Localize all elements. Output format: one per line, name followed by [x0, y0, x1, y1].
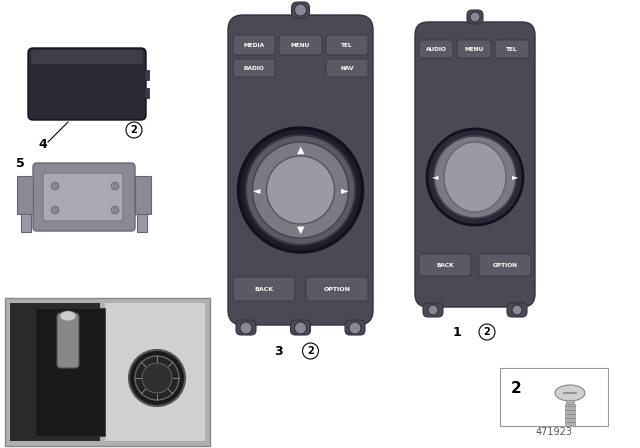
FancyBboxPatch shape: [507, 303, 527, 317]
Circle shape: [246, 135, 355, 245]
FancyBboxPatch shape: [457, 40, 491, 58]
Text: MENU: MENU: [464, 47, 484, 52]
Bar: [144, 70, 149, 80]
Bar: [566, 400, 574, 404]
Circle shape: [51, 206, 59, 214]
Circle shape: [303, 343, 319, 359]
FancyBboxPatch shape: [419, 40, 453, 58]
Circle shape: [470, 12, 480, 22]
Text: OPTION: OPTION: [493, 263, 518, 267]
Text: 5: 5: [15, 156, 24, 169]
FancyBboxPatch shape: [233, 35, 275, 55]
FancyBboxPatch shape: [28, 48, 146, 120]
FancyBboxPatch shape: [33, 163, 135, 231]
Text: RADIO: RADIO: [244, 65, 264, 70]
Bar: [35, 308, 105, 436]
Text: 471923: 471923: [536, 427, 573, 437]
Bar: [17, 176, 33, 214]
Circle shape: [294, 4, 307, 16]
Bar: [21, 214, 31, 232]
FancyBboxPatch shape: [233, 59, 275, 77]
FancyBboxPatch shape: [467, 10, 483, 24]
Circle shape: [294, 322, 307, 334]
Text: MEDIA: MEDIA: [243, 43, 264, 47]
Text: 3: 3: [274, 345, 283, 358]
FancyBboxPatch shape: [43, 173, 123, 221]
Circle shape: [129, 350, 185, 406]
Text: ▼: ▼: [297, 225, 304, 235]
Text: BACK: BACK: [255, 287, 273, 292]
Text: TEL: TEL: [341, 43, 353, 47]
Text: ◄: ◄: [253, 185, 260, 195]
Text: 1: 1: [452, 326, 461, 339]
Circle shape: [126, 122, 142, 138]
FancyBboxPatch shape: [236, 320, 256, 335]
Circle shape: [142, 363, 172, 393]
FancyBboxPatch shape: [233, 277, 295, 301]
FancyBboxPatch shape: [228, 15, 373, 325]
Text: ▲: ▲: [297, 145, 304, 155]
FancyBboxPatch shape: [415, 22, 535, 307]
Circle shape: [253, 142, 349, 238]
Text: ►: ►: [340, 185, 348, 195]
Ellipse shape: [555, 385, 585, 401]
Text: 4: 4: [38, 138, 47, 151]
FancyBboxPatch shape: [306, 277, 368, 301]
Bar: [565, 404, 575, 426]
Circle shape: [427, 129, 523, 225]
FancyBboxPatch shape: [479, 254, 531, 276]
FancyBboxPatch shape: [495, 40, 529, 58]
FancyBboxPatch shape: [419, 254, 471, 276]
Bar: [105, 303, 205, 441]
Text: 2: 2: [511, 380, 522, 396]
Circle shape: [135, 356, 179, 400]
Circle shape: [266, 156, 335, 224]
Bar: [135, 176, 151, 214]
Circle shape: [111, 206, 119, 214]
Bar: [144, 88, 149, 98]
Circle shape: [434, 136, 516, 218]
FancyBboxPatch shape: [291, 2, 310, 18]
Ellipse shape: [60, 311, 76, 321]
Text: 2: 2: [484, 327, 490, 337]
Text: TEL: TEL: [506, 47, 518, 52]
FancyBboxPatch shape: [57, 313, 79, 368]
Bar: [5, 298, 210, 446]
Circle shape: [479, 324, 495, 340]
Bar: [10, 303, 100, 441]
Ellipse shape: [444, 142, 506, 212]
Circle shape: [239, 128, 362, 252]
Text: BACK: BACK: [436, 263, 454, 267]
Text: AUDIO: AUDIO: [426, 47, 447, 52]
Text: ◄: ◄: [432, 172, 438, 181]
FancyBboxPatch shape: [423, 303, 443, 317]
Circle shape: [51, 182, 59, 190]
FancyBboxPatch shape: [326, 59, 368, 77]
Text: OPTION: OPTION: [323, 287, 351, 292]
Text: 2: 2: [307, 346, 314, 356]
FancyBboxPatch shape: [345, 320, 365, 335]
Text: 2: 2: [131, 125, 138, 135]
Circle shape: [240, 322, 252, 334]
Bar: [500, 368, 608, 426]
Text: NAV: NAV: [340, 65, 354, 70]
Circle shape: [428, 305, 438, 315]
FancyBboxPatch shape: [31, 50, 143, 64]
Circle shape: [512, 305, 522, 315]
Text: MENU: MENU: [291, 43, 310, 47]
FancyBboxPatch shape: [279, 35, 322, 55]
Bar: [137, 214, 147, 232]
Circle shape: [111, 182, 119, 190]
Text: ►: ►: [512, 172, 518, 181]
FancyBboxPatch shape: [326, 35, 368, 55]
FancyBboxPatch shape: [291, 320, 310, 335]
Circle shape: [349, 322, 361, 334]
